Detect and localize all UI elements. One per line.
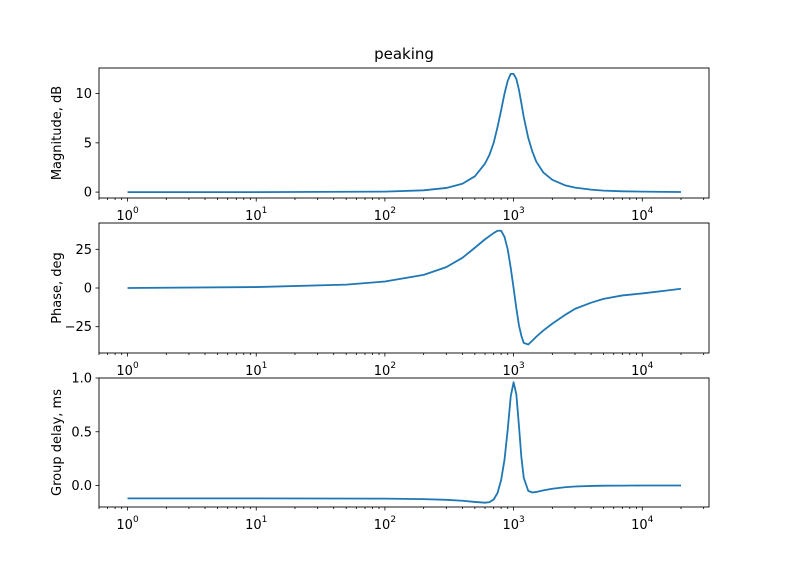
y-tick-label: 10 — [75, 87, 92, 102]
subplot-3: Group delay, ms 100 101 102 103 104 0.0 0.5 1.0 — [50, 372, 710, 533]
axes-frame — [98, 222, 710, 354]
y-tick-label: 0.5 — [71, 425, 92, 440]
x-tick-label: 101 — [245, 206, 267, 224]
series-line-1 — [127, 73, 682, 193]
x-tick-label: 103 — [502, 206, 524, 224]
x-tick-label: 103 — [502, 515, 524, 533]
x-tick-label: 104 — [631, 206, 654, 224]
y-tick-label: −25 — [65, 320, 92, 335]
x-tick-label: 100 — [116, 361, 139, 379]
chart-title: peaking — [374, 45, 434, 63]
y-tick-label: 5 — [84, 136, 92, 151]
y-axis-label: Magnitude, dB — [50, 86, 65, 180]
y-tick-label: 25 — [75, 243, 92, 258]
series-line-2 — [127, 229, 682, 346]
x-tick-label: 101 — [245, 515, 267, 533]
y-tick-label: 1.0 — [71, 372, 92, 387]
y-tick-label: 0.0 — [71, 479, 92, 494]
subplot-2: Phase, deg 100 101 102 103 104 −25 0 25 — [50, 222, 710, 379]
axes-frame — [98, 377, 710, 508]
x-tick-label: 100 — [116, 515, 139, 533]
y-tick-label: 0 — [84, 186, 92, 201]
y-axis-label: Group delay, ms — [50, 389, 65, 496]
y-tick-label: 0 — [84, 282, 92, 297]
x-tick-label: 102 — [374, 361, 396, 379]
x-tick-label: 103 — [502, 361, 524, 379]
subplot-1: peaking Magnitude, dB 100 101 102 103 104 0 5 10 — [50, 45, 710, 224]
y-axis-label: Phase, deg — [50, 252, 65, 324]
x-tick-label: 100 — [116, 206, 139, 224]
x-tick-label: 104 — [631, 515, 654, 533]
series-line-3 — [127, 381, 682, 504]
x-tick-label: 102 — [374, 515, 396, 533]
x-tick-label: 102 — [374, 206, 396, 224]
x-tick-label: 101 — [245, 361, 267, 379]
axes-frame — [98, 67, 710, 199]
x-tick-label: 104 — [631, 361, 654, 379]
